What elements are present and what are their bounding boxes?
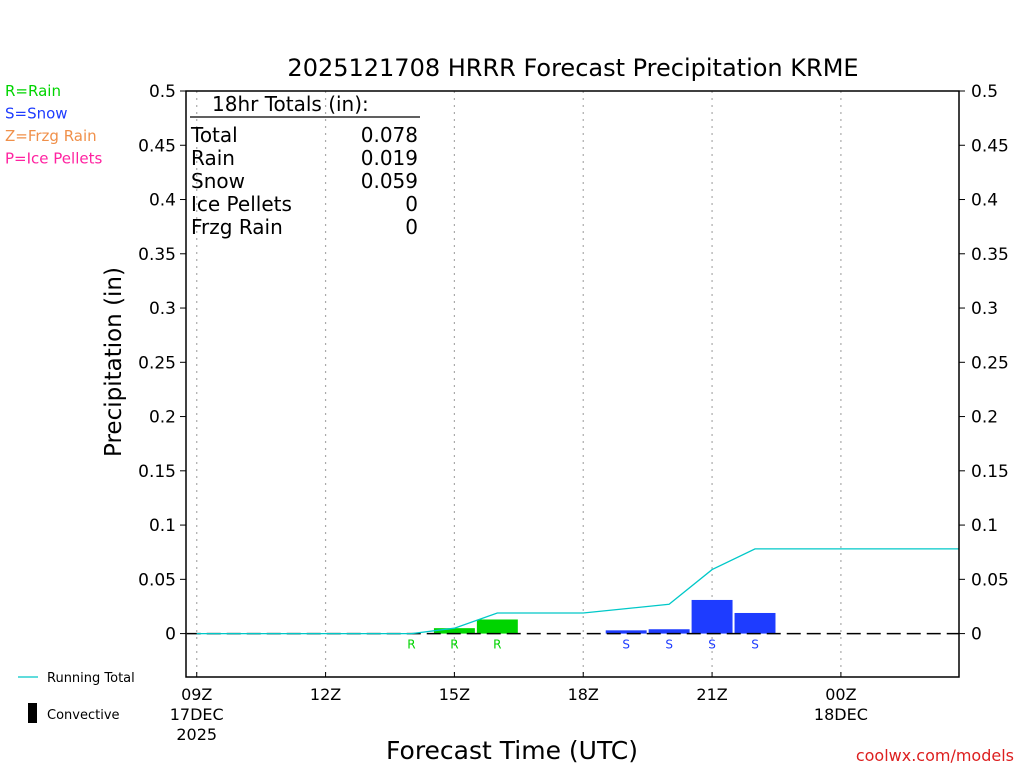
totals-row-value-3: 0 (405, 192, 418, 216)
y-axis-right: 0 0.05 0.1 0.15 0.2 0.25 0.3 0.35 0.4 0.45 0.5 (959, 82, 1009, 645)
totals-row-label-2: Snow (191, 169, 245, 193)
running-total-line (196, 548, 959, 635)
y-left-tick-label-0: 0 (165, 625, 176, 645)
legend-entry-1: S=Snow (5, 105, 68, 123)
y-right-tick-label-5: 0.25 (971, 353, 1009, 373)
plot-grid (196, 91, 842, 677)
legend-entry-0: R=Rain (5, 82, 61, 100)
convective-legend-label: Convective (47, 708, 120, 723)
totals-row-value-1: 0.019 (361, 146, 418, 170)
y-right-tick-label-6: 0.3 (971, 299, 998, 319)
totals-row-label-1: Rain (191, 146, 235, 170)
y-left-tick-label-10: 0.5 (149, 82, 176, 102)
x-tick-label-0-1: 17DEC (170, 705, 224, 724)
y-left-tick-label-9: 0.45 (138, 136, 176, 156)
totals-row-label-3: Ice Pellets (191, 192, 292, 216)
y-right-tick-label-9: 0.45 (971, 136, 1009, 156)
y-left-tick-label-3: 0.15 (138, 462, 176, 482)
precip-bars (390, 599, 776, 634)
y-axis-label: Precipitation (in) (101, 267, 127, 457)
x-tick-label-5-0: 00Z (825, 685, 856, 704)
y-left-tick-label-1: 0.05 (138, 570, 176, 590)
y-right-tick-label-3: 0.15 (971, 462, 1009, 482)
type-code-4: S (665, 638, 673, 652)
x-tick-label-0-2: 2025 (176, 725, 217, 744)
totals-heading: 18hr Totals (in): (212, 92, 369, 116)
y-right-tick-label-1: 0.05 (971, 570, 1009, 590)
y-left-tick-label-6: 0.3 (149, 299, 176, 319)
type-code-2: R (493, 638, 501, 652)
totals-row-value-0: 0.078 (361, 123, 418, 147)
legend-entry-3: P=Ice Pellets (5, 150, 102, 168)
x-tick-label-5-1: 18DEC (814, 705, 868, 724)
credit-text: coolwx.com/models (856, 746, 1014, 765)
bottom-legend: Running Total Convective (18, 671, 135, 723)
y-left-tick-label-7: 0.35 (138, 245, 176, 265)
y-right-tick-label-4: 0.2 (971, 408, 998, 428)
y-axis-left: 0 0.05 0.1 0.15 0.2 0.25 0.3 0.35 0.4 0.45 0.5 (138, 82, 186, 645)
y-left-tick-label-2: 0.1 (149, 516, 176, 536)
type-code-0: R (407, 638, 415, 652)
totals-row-label-0: Total (190, 123, 238, 147)
y-left-tick-label-5: 0.25 (138, 353, 176, 373)
x-tick-label-0-0: 09Z (181, 685, 212, 704)
y-right-tick-label-8: 0.4 (971, 191, 998, 211)
y-right-tick-label-2: 0.1 (971, 516, 998, 536)
totals-box: 18hr Totals (in): Total 0.078 Rain 0.019 Sno… (190, 92, 420, 239)
x-tick-label-3-0: 18Z (568, 685, 599, 704)
running-total-legend-label: Running Total (47, 671, 135, 686)
precip-type-legend: R=Rain S=Snow Z=Frzg Rain P=Ice Pellets (5, 82, 102, 168)
x-tick-label-1-0: 12Z (310, 685, 341, 704)
y-right-tick-label-10: 0.5 (971, 82, 998, 102)
precip-bar-3 (605, 630, 647, 634)
type-code-6: S (751, 638, 759, 652)
type-code-3: S (622, 638, 630, 652)
plot-frame (185, 90, 960, 678)
precip-bar-4 (648, 629, 690, 634)
precip-bar-5 (691, 599, 733, 634)
x-tick-label-4-0: 21Z (696, 685, 727, 704)
x-tick-label-2-0: 15Z (439, 685, 470, 704)
y-left-tick-label-8: 0.4 (149, 191, 176, 211)
legend-entry-2: Z=Frzg Rain (5, 127, 97, 145)
chart-title: 2025121708 HRRR Forecast Precipitation K… (287, 54, 858, 82)
x-axis-label: Forecast Time (UTC) (386, 736, 638, 765)
type-code-5: S (708, 638, 716, 652)
y-right-tick-label-7: 0.35 (971, 245, 1009, 265)
type-code-1: R (450, 638, 458, 652)
totals-row-label-4: Frzg Rain (191, 215, 283, 239)
totals-row-value-4: 0 (405, 215, 418, 239)
precip-bar-6 (734, 612, 776, 634)
y-right-tick-label-0: 0 (971, 625, 982, 645)
precip-bar-1 (433, 628, 475, 634)
convective-legend-swatch (28, 703, 37, 723)
precip-bar-2 (476, 619, 518, 634)
totals-row-value-2: 0.059 (361, 169, 418, 193)
y-left-tick-label-4: 0.2 (149, 408, 176, 428)
